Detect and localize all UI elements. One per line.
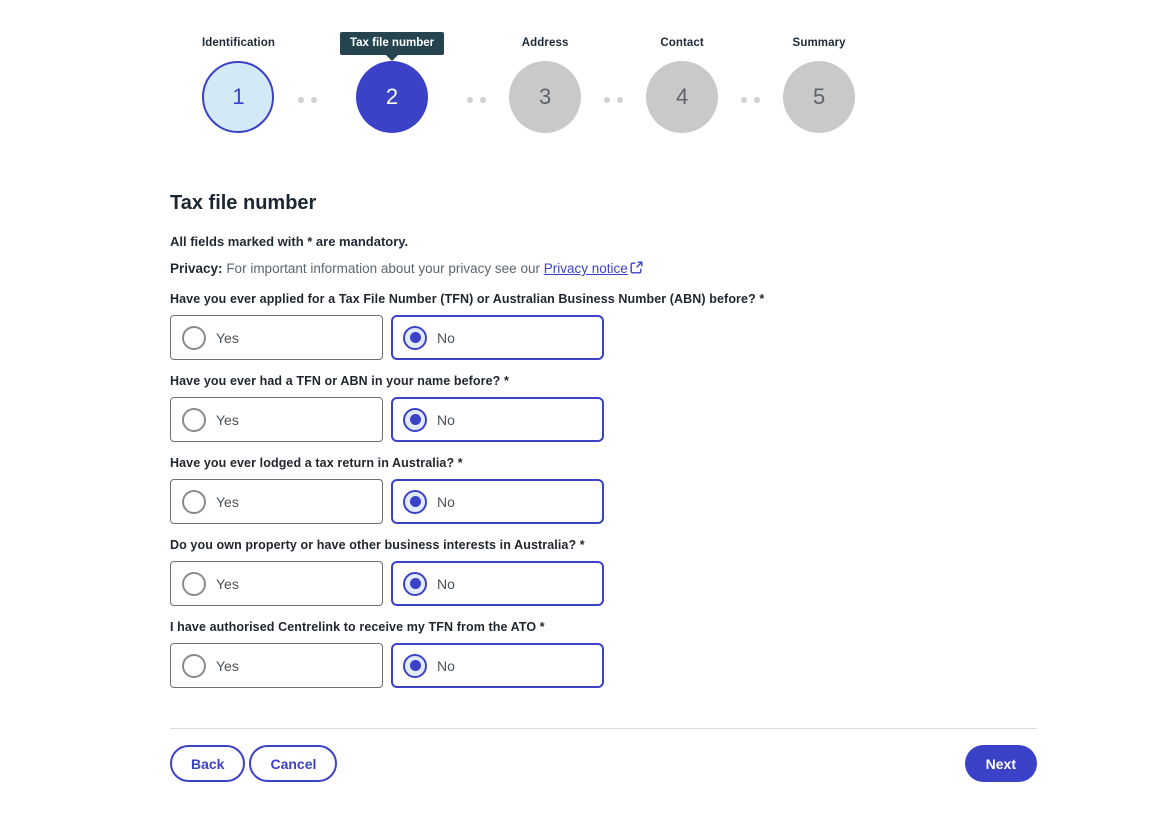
separator-dot [604,97,611,103]
radio-option-yes[interactable]: Yes [170,643,383,688]
step-circle-5: 5 [783,61,856,133]
step-separator [444,97,509,103]
radio-dot [409,496,421,507]
stepper-step-identification: Identification 1 [202,28,275,133]
radio-option-label: Yes [216,657,239,674]
step-label-area: Tax file number [339,28,445,58]
radio-option-label: No [437,493,455,510]
privacy-label: Privacy: [170,261,223,276]
privacy-notice-link[interactable]: Privacy notice [543,261,628,276]
step-label: Summary [792,37,846,49]
step-circle-3: 3 [509,61,582,133]
radio-option-no[interactable]: No [391,561,604,606]
radio-dot [409,660,421,671]
question-group-4: Do you own property or have other busine… [170,538,1037,606]
step-label: Contact [660,37,704,49]
radio-option-no[interactable]: No [391,397,604,442]
question-group-5: I have authorised Centrelink to receive … [170,620,1037,688]
radio-dot [409,332,421,343]
radio-option-label: No [437,575,455,592]
form-content: Tax file number All fields marked with *… [170,192,1037,782]
radio-unselected-icon [182,407,206,432]
radio-option-yes[interactable]: Yes [170,479,383,524]
radio-option-label: Yes [216,493,239,510]
privacy-text: For important information about your pri… [226,261,540,276]
radio-dot [409,414,421,425]
separator-dot [754,97,761,103]
radio-option-label: Yes [216,575,239,592]
radio-group: Yes No [170,479,1037,524]
question-list: Have you ever applied for a Tax File Num… [170,292,1037,688]
question-group-2: Have you ever had a TFN or ABN in your n… [170,374,1037,442]
external-link-icon [630,261,643,278]
question-label: Do you own property or have other busine… [170,538,585,552]
radio-option-label: No [437,411,455,428]
step-label-area: Identification [202,28,275,58]
radio-unselected-icon [182,653,206,678]
step-separator [275,97,340,103]
radio-option-label: Yes [216,411,239,428]
question-label: Have you ever lodged a tax return in Aus… [170,456,463,470]
radio-unselected-icon [182,571,206,596]
stepper-step-tax-file-number: Tax file number 2 [339,28,445,133]
privacy-note: Privacy: For important information about… [170,260,1037,278]
step-separator [718,97,783,103]
step-label-area: Summary [793,28,846,58]
radio-group: Yes No [170,397,1037,442]
step-label-area: Address [522,28,569,58]
stepper-step-summary: Summary 5 [783,28,856,133]
radio-option-label: No [437,657,455,674]
step-circle-1[interactable]: 1 [202,61,275,133]
step-circle-2[interactable]: 2 [356,61,429,133]
cancel-button[interactable]: Cancel [249,745,338,782]
radio-option-yes[interactable]: Yes [170,315,383,360]
back-button[interactable]: Back [170,745,246,782]
step-circle-4: 4 [646,61,719,133]
question-group-1: Have you ever applied for a Tax File Num… [170,292,1037,360]
step-label: Identification [202,37,275,49]
question-label: Have you ever had a TFN or ABN in your n… [170,374,509,388]
radio-unselected-icon [182,325,206,350]
stepper-step-contact: Contact 4 [646,28,719,133]
mandatory-note: All fields marked with * are mandatory. [170,234,409,249]
action-bar: Back Cancel Next [170,745,1037,782]
radio-option-no[interactable]: No [391,315,604,360]
stepper-step-address: Address 3 [509,28,582,133]
radio-option-no[interactable]: No [391,643,604,688]
separator-dot [297,97,304,103]
radio-option-label: Yes [216,329,239,346]
progress-stepper: Identification 1 Tax file number 2 Address 3 C… [202,28,1150,133]
radio-selected-icon [403,653,427,678]
active-step-badge: Tax file number [339,31,445,55]
step-label: Address [521,37,569,49]
separator-dot [617,97,624,103]
radio-group: Yes No [170,561,1037,606]
radio-option-yes[interactable]: Yes [170,397,383,442]
question-label: Have you ever applied for a Tax File Num… [170,292,765,306]
radio-selected-icon [403,571,427,596]
radio-group: Yes No [170,643,1037,688]
question-group-3: Have you ever lodged a tax return in Aus… [170,456,1037,524]
radio-option-label: No [437,329,455,346]
radio-dot [409,578,421,589]
next-button[interactable]: Next [964,745,1037,782]
separator-dot [467,97,474,103]
radio-unselected-icon [182,489,206,514]
question-label: I have authorised Centrelink to receive … [170,620,545,634]
radio-selected-icon [403,325,427,350]
separator-dot [310,97,317,103]
step-separator [581,97,646,103]
separator-dot [480,97,487,103]
radio-option-yes[interactable]: Yes [170,561,383,606]
page-title: Tax file number [170,192,317,214]
footer-divider [170,728,1037,729]
radio-group: Yes No [170,315,1037,360]
radio-selected-icon [403,489,427,514]
separator-dot [741,97,748,103]
step-label-area: Contact [660,28,704,58]
radio-option-no[interactable]: No [391,479,604,524]
radio-selected-icon [403,407,427,432]
